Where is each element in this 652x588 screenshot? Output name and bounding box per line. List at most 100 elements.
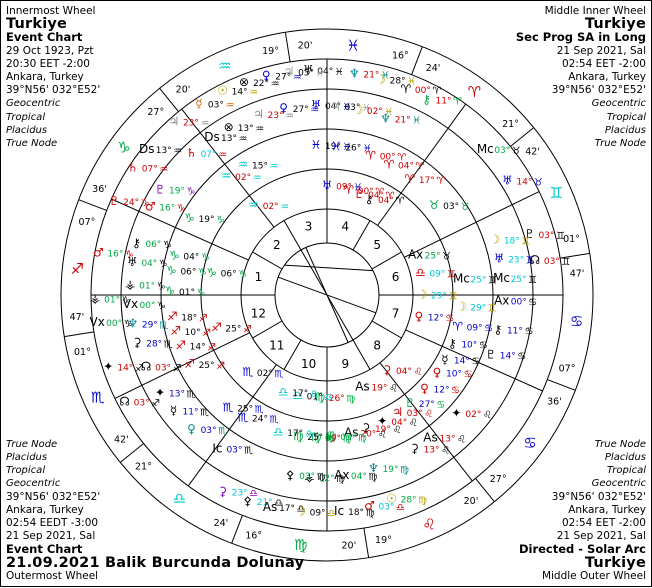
planet-glyph: ♐ [175, 339, 186, 353]
planet-sign: ♑ [198, 268, 207, 279]
planet-degree: 11° [436, 97, 452, 107]
outermost-node2: ☊ 03° ♊ [530, 253, 571, 268]
zodiac-deg-gemini: 01° [563, 234, 580, 245]
br-opt3: Placidus [604, 451, 646, 463]
planet-glyph: ✦ [155, 385, 165, 399]
planet-sign: ♉ [512, 146, 521, 157]
zodiac-deg-cancer2: 27° [490, 474, 507, 485]
zodiac-deg-virgo: 16° [245, 530, 262, 541]
planet-glyph: ♇ [524, 227, 535, 241]
house-number-11: 11 [269, 338, 284, 352]
wheel-divider [377, 103, 467, 226]
middle-outer-jupiter: ♃ 23° ♒ [253, 107, 294, 122]
zodiac-glyph-aquarius: ♒ [218, 57, 231, 75]
tl-coords: 39°N56' 032°E52' [6, 84, 101, 97]
planet-sign: ♑ [122, 296, 131, 307]
planet-glyph: ♎ [292, 388, 303, 402]
br-coords: 39°N56' 032°E52' [551, 490, 646, 503]
planet-sign: ♏ [255, 405, 264, 416]
planet-degree: 25° [237, 405, 253, 415]
planet-glyph: ♈ [401, 82, 412, 96]
outermost-uranus: ♅ 04° ♓ [303, 63, 344, 78]
planet-glyph: ♄ [186, 146, 197, 160]
outermost-sun: ☉ 14° ♒ [217, 84, 258, 99]
middle-outer-moon: ☽ 02° ♓ [352, 103, 393, 118]
middle-outer-vertex: Vx 00° ♑ [123, 297, 166, 312]
outermost-saturn: ♄ 07° ♒ [127, 160, 168, 175]
tr-opt3: Placidus [604, 124, 646, 136]
middle-outer-chiron: ⚷ 11° ♋ [494, 323, 534, 338]
middle-outer-ceres: ⚳ 13° ♌ [410, 442, 450, 457]
outermost-ic: Ic 18° ♍ [334, 504, 375, 519]
outermost-moon2: ☽ 09° ♎ [295, 504, 336, 519]
middle-outer-neptune2: ♆ 29° ♏ [127, 316, 168, 331]
planet-sign: ♒ [270, 162, 279, 173]
planet-sign: ♎ [324, 392, 333, 403]
wheel-divider [78, 199, 107, 211]
planet-glyph: ♑ [184, 211, 195, 225]
planet-degree: 21° [257, 498, 273, 508]
innermost-uranus: ♅ 09° ♓ [322, 179, 363, 194]
planet-sign: ♒ [159, 164, 168, 175]
planet-glyph: Ds [204, 130, 220, 144]
planet-glyph: ♓ [311, 138, 322, 152]
planet-degree: 13° [238, 124, 254, 134]
planet-glyph: As [263, 500, 277, 514]
planet-glyph: ♀ [420, 382, 429, 396]
middle-inner-venus: ♀ 10° ♋ [433, 366, 473, 381]
planet-degree: 19° [383, 465, 399, 475]
middle-inner-cap3: ♑ 04° ♑ [169, 249, 210, 264]
planet-degree: 03° [226, 446, 242, 456]
middle-inner-venus2: ♀ 12° ♋ [420, 382, 460, 397]
planet-sign: ♑ [125, 250, 134, 261]
br-place: Ankara, Turkey [568, 503, 646, 516]
planet-sign: ♊ [528, 275, 537, 286]
planet-sign: ♐ [151, 399, 160, 410]
zodiac-glyph-aries: ♈ [468, 83, 481, 101]
planet-degree: 04° [141, 259, 157, 269]
middle-outer-pluto3: ♇ 19° ♑ [155, 183, 196, 198]
innermost-ax: Ax 25° ♉ [408, 248, 451, 263]
planet-glyph: ♂ [145, 200, 156, 214]
planet-glyph: ♏ [238, 410, 249, 424]
planet-sign: ♍ [343, 434, 352, 445]
planet-glyph: ♃ [330, 99, 341, 113]
outermost-uranus2: ♅ 14° ♉ [502, 174, 543, 189]
zodiac-min-sagittarius: 47' [70, 312, 85, 323]
planet-sign: ♋ [445, 314, 454, 325]
outermost-moon: ☽ 28° ♓ [375, 73, 416, 88]
planet-sign: ♋ [484, 323, 493, 334]
planet-sign: ♌ [389, 383, 398, 394]
zodiac-glyph-scorpio: ♏ [91, 388, 105, 406]
planet-glyph: ⚳ [218, 484, 227, 498]
planet-degree: 02° [235, 173, 251, 183]
zodiac-min-virgo: 20' [342, 540, 357, 551]
aspect-line-1 [284, 264, 373, 272]
planet-degree: 10° [185, 328, 201, 338]
innermost-libra: ♎ 09° ♊ [415, 266, 456, 281]
planet-sign: ♎ [274, 498, 283, 509]
planet-sign: ♐ [243, 324, 252, 335]
outermost-descendant: Ds 13° ♒ [139, 142, 182, 157]
planet-glyph: Ds [139, 142, 155, 156]
planet-glyph: ♏ [242, 365, 253, 379]
tl-place: Ankara, Turkey [6, 71, 84, 84]
planet-degree: 04° [398, 162, 414, 172]
middle-inner-pisc2: ♓ 26° ♓ [331, 139, 372, 154]
planet-glyph: ♆ [380, 112, 391, 126]
planet-degree: 13° [424, 446, 440, 456]
planet-degree: 15° [252, 162, 268, 172]
planet-degree: 24° [123, 198, 139, 208]
planet-glyph: ☉ [217, 84, 228, 98]
planet-sign: ♒ [253, 173, 262, 184]
planet-glyph: ♅ [127, 255, 138, 269]
middle-inner-ceres: ⚳ 19° ♌ [362, 421, 402, 436]
bl-opt3: Placidus [6, 451, 48, 463]
planet-sign: ♒ [200, 119, 209, 130]
planet-glyph: ♆ [349, 66, 360, 80]
planet-degree: 12° [434, 386, 450, 396]
wheel-ring [60, 28, 594, 562]
planet-sign: ♋ [524, 327, 533, 338]
outermost-pluto: ♇ 24° ♑ [109, 194, 150, 209]
planet-degree: 13° [169, 389, 185, 399]
